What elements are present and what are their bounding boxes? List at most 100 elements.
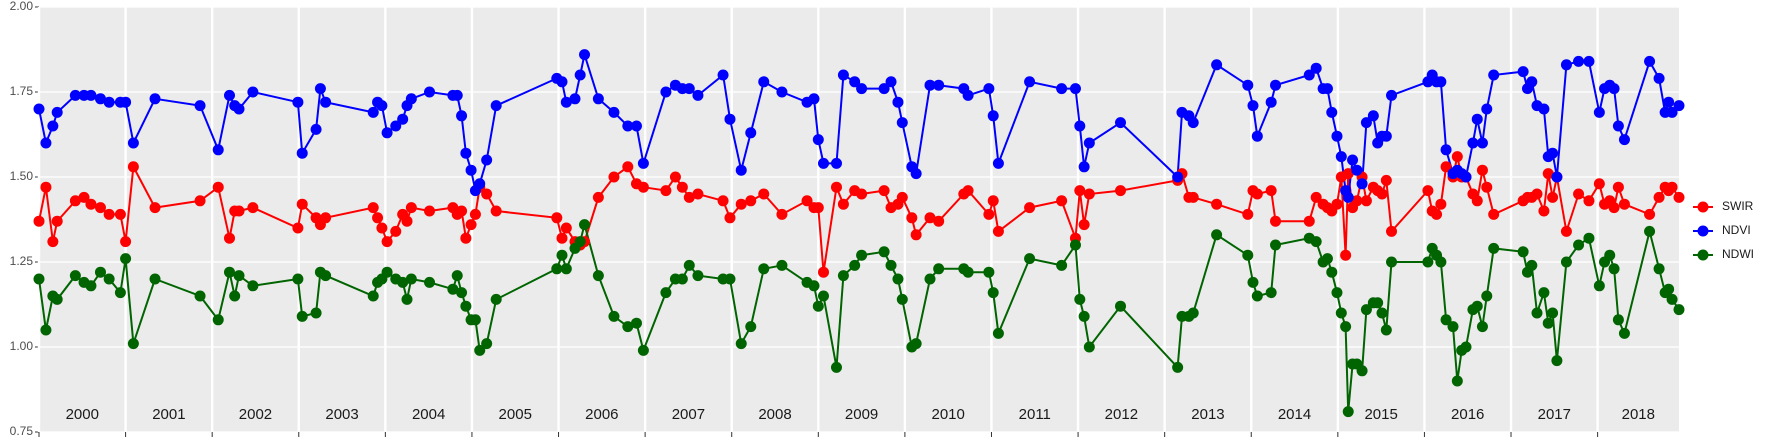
point xyxy=(85,280,97,292)
year-label: 2016 xyxy=(1451,406,1484,423)
point xyxy=(1251,188,1263,200)
point xyxy=(1451,375,1463,387)
year-label: 2015 xyxy=(1364,406,1397,423)
point xyxy=(1538,103,1550,115)
point xyxy=(451,270,463,282)
point xyxy=(776,259,788,271)
point xyxy=(51,106,63,118)
point xyxy=(1024,202,1036,214)
point xyxy=(1612,181,1624,193)
point xyxy=(127,161,139,173)
point xyxy=(983,266,995,278)
point xyxy=(892,273,904,285)
point xyxy=(1422,256,1434,268)
point xyxy=(40,137,52,149)
point xyxy=(1608,83,1620,95)
point xyxy=(1460,171,1472,183)
point xyxy=(983,83,995,95)
point xyxy=(1187,191,1199,203)
point xyxy=(367,202,379,214)
point xyxy=(94,93,106,105)
point xyxy=(405,93,417,105)
point xyxy=(556,232,568,244)
point xyxy=(1321,83,1333,95)
point xyxy=(812,134,824,146)
point xyxy=(223,266,235,278)
point xyxy=(592,270,604,282)
point xyxy=(1211,198,1223,210)
point xyxy=(424,276,436,288)
point xyxy=(1251,130,1263,142)
point xyxy=(1573,55,1585,67)
point xyxy=(1380,174,1392,186)
point xyxy=(1340,249,1352,261)
point xyxy=(1422,185,1434,197)
point xyxy=(381,236,393,248)
point xyxy=(40,324,52,336)
point xyxy=(310,123,322,135)
point xyxy=(896,293,908,305)
point xyxy=(1481,290,1493,302)
point xyxy=(574,69,586,81)
point xyxy=(910,338,922,350)
point xyxy=(1172,361,1184,373)
point xyxy=(469,208,481,220)
point xyxy=(1517,66,1529,78)
point xyxy=(849,259,861,271)
point xyxy=(924,79,936,91)
point xyxy=(1326,106,1338,118)
point xyxy=(1551,355,1563,367)
point xyxy=(758,76,770,88)
y-tick-label: 2.00 xyxy=(10,0,34,13)
point xyxy=(1440,144,1452,156)
point xyxy=(1653,72,1665,84)
point xyxy=(33,103,45,115)
point xyxy=(33,273,45,285)
point xyxy=(1351,164,1363,176)
point xyxy=(1242,79,1254,91)
point xyxy=(992,225,1004,237)
point xyxy=(878,246,890,258)
point xyxy=(1644,208,1656,220)
point xyxy=(812,202,824,214)
y-tick-label: 1.75 xyxy=(10,84,34,98)
point xyxy=(296,147,308,159)
point xyxy=(812,300,824,312)
point xyxy=(1069,83,1081,95)
point xyxy=(1542,168,1554,180)
point xyxy=(1331,287,1343,299)
point xyxy=(1386,256,1398,268)
point xyxy=(758,188,770,200)
point xyxy=(120,236,132,248)
point xyxy=(320,96,332,108)
point xyxy=(69,89,81,101)
point xyxy=(830,157,842,169)
point xyxy=(622,321,634,333)
point xyxy=(1583,55,1595,67)
point xyxy=(1573,239,1585,251)
point xyxy=(692,89,704,101)
year-label: 2005 xyxy=(499,406,532,423)
point xyxy=(735,338,747,350)
point xyxy=(1303,215,1315,227)
point xyxy=(745,195,757,207)
point xyxy=(401,215,413,227)
point xyxy=(401,293,413,305)
point xyxy=(1056,83,1068,95)
point xyxy=(85,198,97,210)
point xyxy=(1265,287,1277,299)
point xyxy=(987,110,999,122)
point xyxy=(717,195,729,207)
point xyxy=(1618,134,1630,146)
point xyxy=(1547,147,1559,159)
point xyxy=(808,280,820,292)
point xyxy=(776,86,788,98)
year-label: 2008 xyxy=(758,406,791,423)
point xyxy=(817,290,829,302)
year-label: 2018 xyxy=(1622,406,1655,423)
point xyxy=(1547,307,1559,319)
point xyxy=(837,198,849,210)
point xyxy=(47,236,59,248)
point xyxy=(233,270,245,282)
point xyxy=(1083,341,1095,353)
